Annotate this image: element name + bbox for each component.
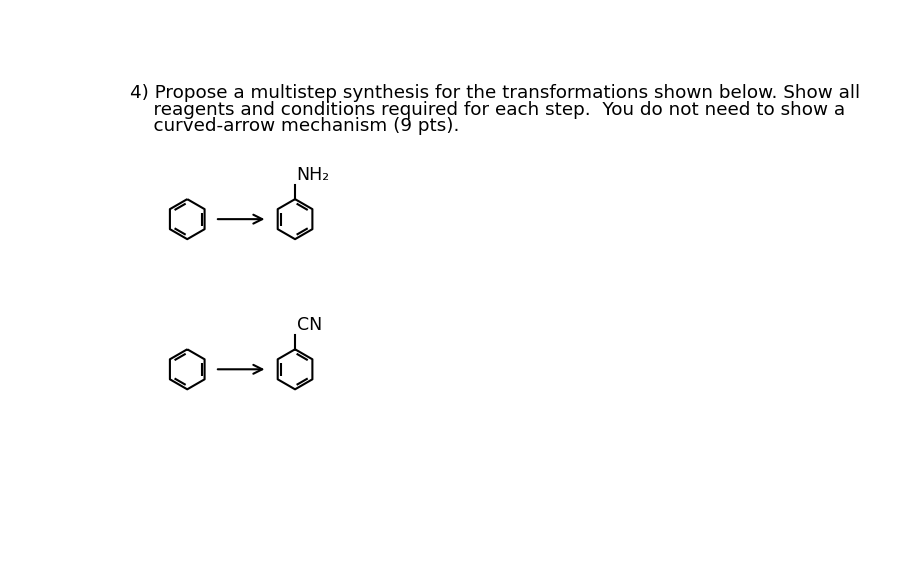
Text: NH₂: NH₂ [297, 166, 330, 184]
Text: reagents and conditions required for each step.  You do not need to show a: reagents and conditions required for eac… [131, 101, 845, 118]
Text: 4) Propose a multistep synthesis for the transformations shown below. Show all: 4) Propose a multistep synthesis for the… [131, 85, 860, 102]
Text: CN: CN [297, 316, 322, 334]
Text: curved-arrow mechanism (9 pts).: curved-arrow mechanism (9 pts). [131, 117, 459, 135]
